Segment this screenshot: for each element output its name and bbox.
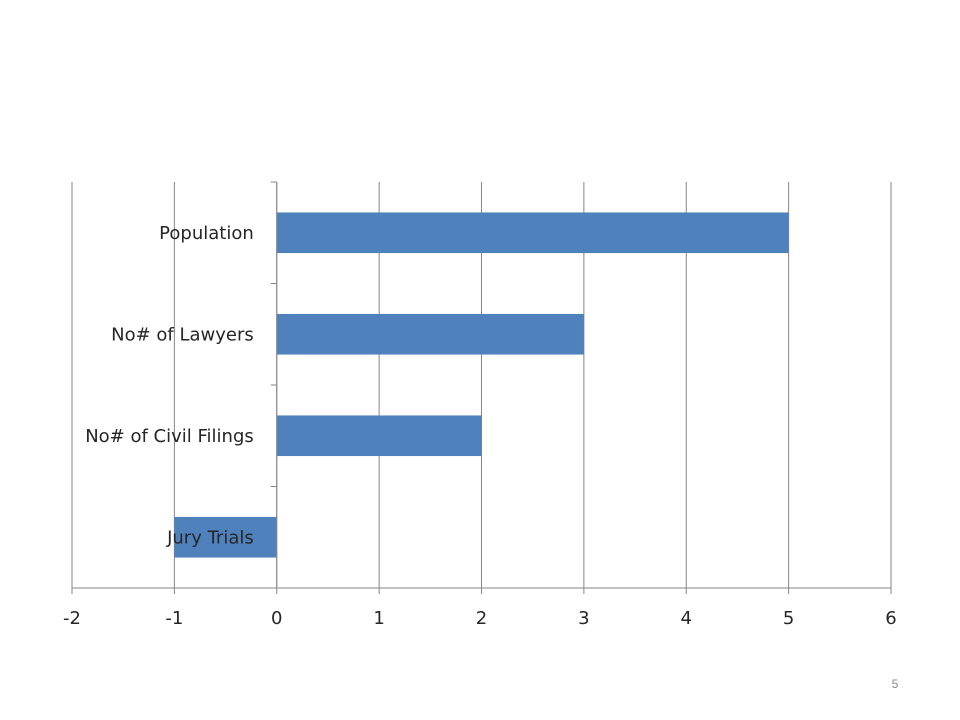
x-tick-label: 6	[885, 608, 896, 629]
bar-2	[276, 415, 482, 457]
bar-3	[174, 516, 277, 558]
x-tick-label: 5	[783, 608, 794, 629]
bar-0	[276, 212, 789, 254]
bar-1	[276, 313, 584, 355]
x-tick-label: 1	[373, 608, 384, 629]
category-label: No# of Lawyers	[111, 324, 254, 345]
x-tick-label: 2	[476, 608, 487, 629]
x-tick-label: 0	[271, 608, 282, 629]
x-tick-label: 3	[578, 608, 589, 629]
category-label: Jury Trials	[166, 527, 254, 548]
x-tick-label: -2	[63, 608, 81, 629]
page-number: 5	[891, 677, 899, 691]
x-tick-labels: -2 -1 0 1 2 3 4 5 6	[63, 608, 897, 629]
category-label: No# of Civil Filings	[85, 426, 254, 447]
category-labels: Population No# of Lawyers No# of Civil Fil…	[85, 223, 254, 549]
bars	[174, 212, 789, 558]
axes	[71, 181, 892, 594]
x-tick-label: 4	[681, 608, 692, 629]
category-label: Population	[159, 223, 254, 244]
x-tick-label: -1	[165, 608, 183, 629]
